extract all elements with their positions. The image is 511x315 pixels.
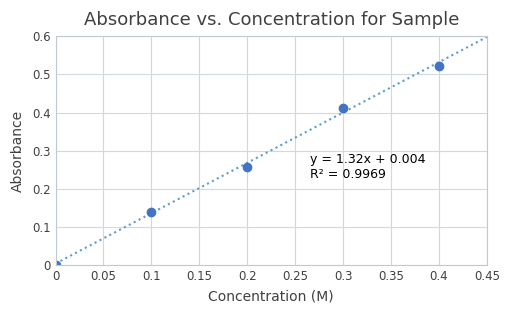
Point bbox=[147, 209, 155, 214]
Point bbox=[52, 263, 60, 268]
Point bbox=[339, 105, 347, 110]
Y-axis label: Absorbance: Absorbance bbox=[11, 110, 25, 192]
X-axis label: Concentration (M): Concentration (M) bbox=[208, 290, 334, 304]
Text: y = 1.32x + 0.004
R² = 0.9969: y = 1.32x + 0.004 R² = 0.9969 bbox=[310, 152, 425, 180]
Point bbox=[435, 63, 443, 68]
Title: Absorbance vs. Concentration for Sample: Absorbance vs. Concentration for Sample bbox=[83, 11, 459, 29]
Point bbox=[243, 165, 251, 170]
